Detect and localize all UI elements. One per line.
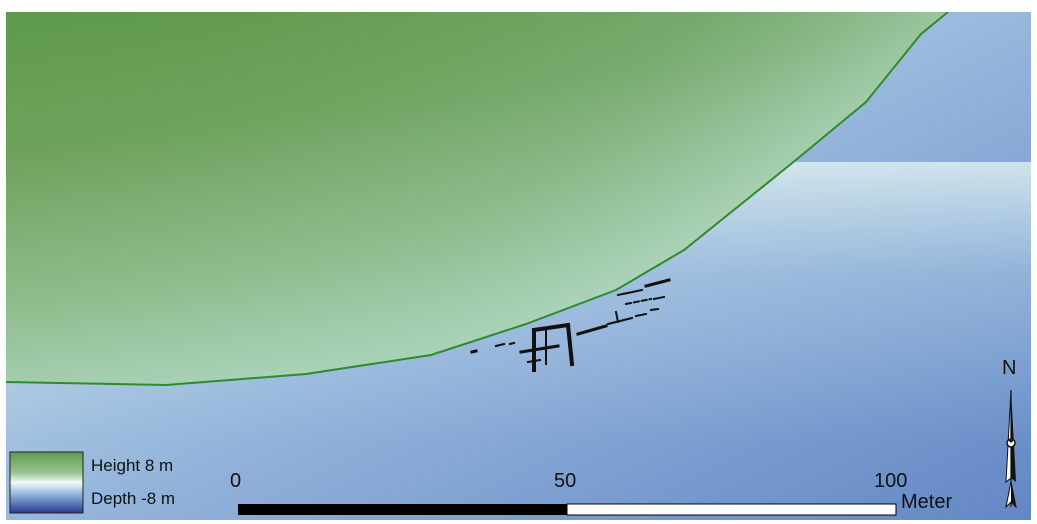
scale-tick-0: 0 (230, 470, 242, 492)
scale-tick-100: 100 (874, 470, 908, 492)
coastline (6, 12, 949, 387)
land-shading (6, 12, 948, 385)
legend-swatch (9, 451, 84, 514)
scale-unit-label: Meter (901, 491, 953, 513)
scale-bar (238, 503, 897, 516)
legend-depth-label: Depth -8 m (91, 489, 176, 508)
north-label: N (1002, 357, 1017, 379)
submerged-structures (470, 278, 671, 372)
scale-tick-50: 50 (554, 470, 577, 492)
north-arrow-icon (1005, 389, 1017, 509)
legend-height-label: Height 8 m (91, 456, 174, 475)
elevation-map[interactable]: Height 8 m Depth -8 m 0 50 100 Meter N (6, 12, 1031, 520)
map-canvas (6, 12, 1031, 520)
